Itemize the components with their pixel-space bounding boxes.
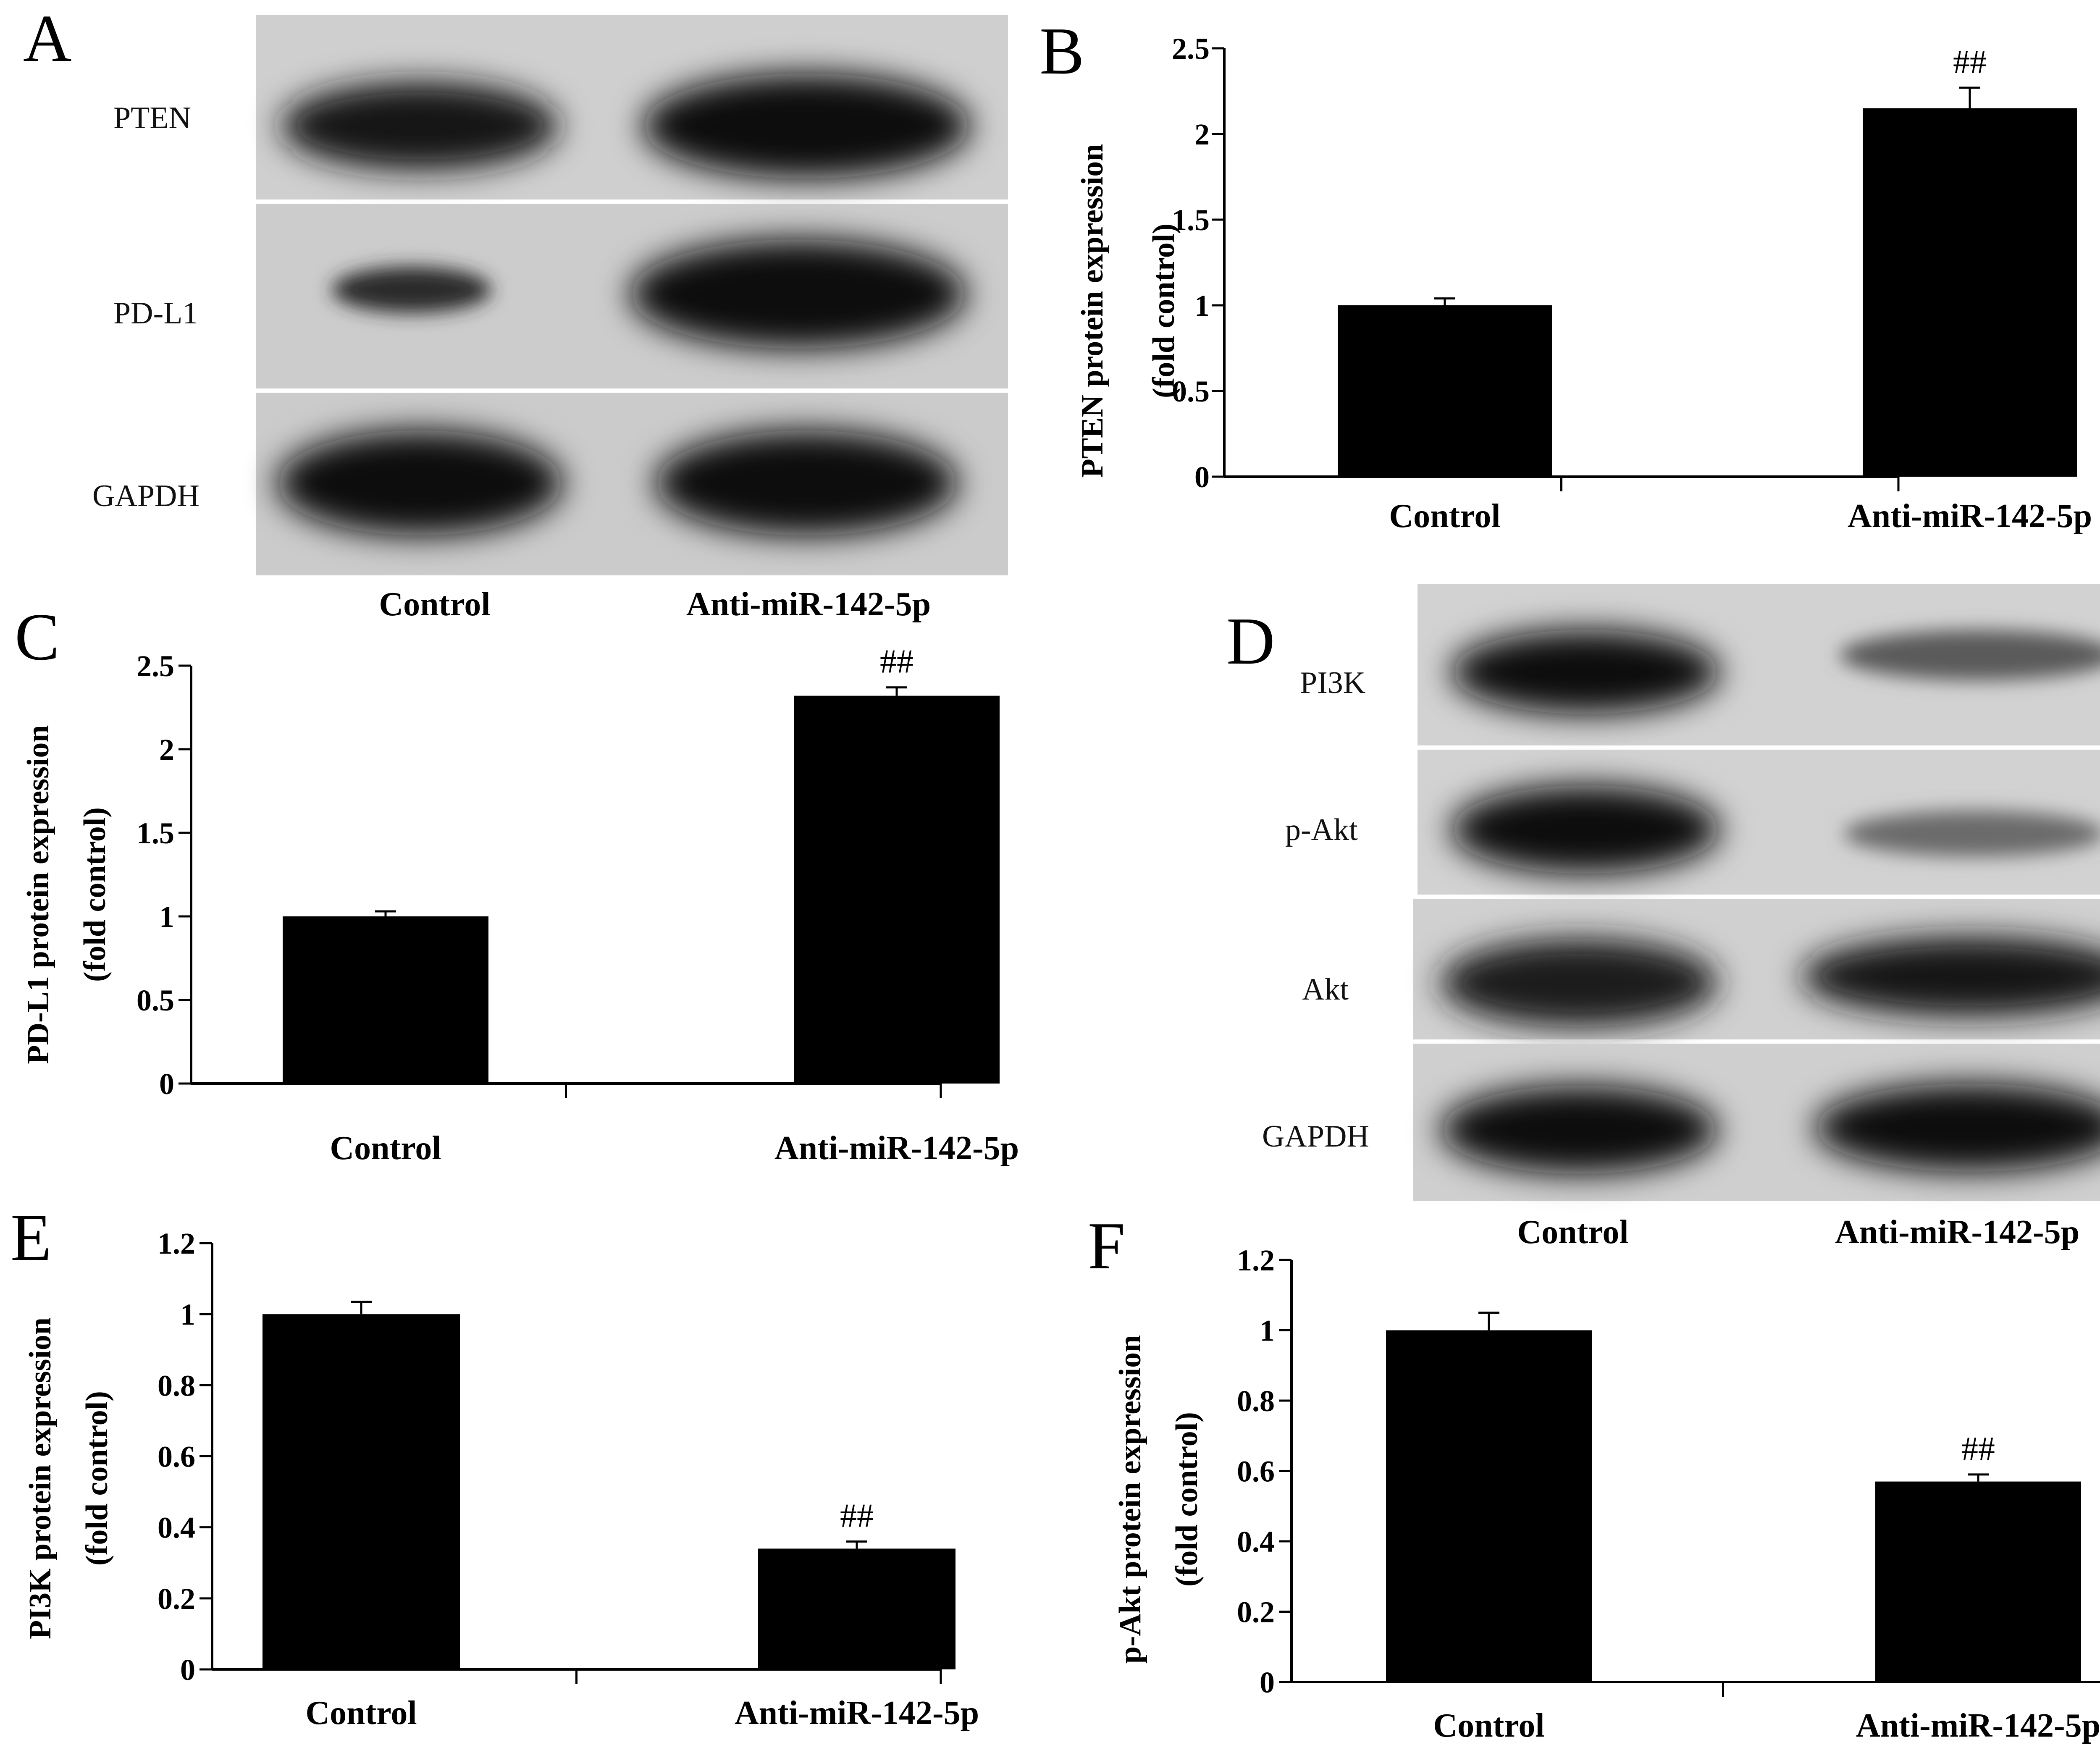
- significance-marker: ##: [1961, 1430, 1995, 1467]
- panel-letter-b: B: [1040, 13, 1084, 88]
- bar-e-2: [758, 1548, 956, 1669]
- y-tick-label: 0.8: [158, 1369, 195, 1402]
- y-tick-label: 1: [1194, 289, 1210, 323]
- y-tick-label: 1: [1260, 1314, 1275, 1348]
- significance-marker: ##: [840, 1498, 874, 1535]
- y-axis-label: PI3K protein expression: [23, 1317, 58, 1639]
- blot-protein-label: PI3K: [1300, 666, 1365, 700]
- blot-protein-label: Akt: [1302, 972, 1349, 1007]
- blot-strip: [256, 204, 1008, 388]
- y-tick-label: 0.6: [1237, 1455, 1275, 1488]
- y-axis-label: PTEN protein expression: [1075, 144, 1110, 478]
- y-axis-label: (fold control): [1170, 1412, 1204, 1587]
- y-tick-label: 2: [1194, 118, 1210, 151]
- blot-band: [1441, 939, 1718, 1027]
- bar-f-1: [1386, 1330, 1592, 1682]
- blot-strip: [1418, 584, 2100, 745]
- blot-lane-label: Control: [379, 586, 490, 623]
- blot-lane-label: Control: [1517, 1214, 1628, 1251]
- blot-strip: [256, 393, 1008, 575]
- significance-marker: ##: [880, 643, 914, 680]
- blot-band: [1441, 1086, 1718, 1174]
- blot-panel-a: A PTEN PD-L1 GAPDH Control Anti-miR-142-…: [23, 1, 1008, 623]
- blot-band: [1840, 630, 2100, 680]
- y-tick-label: 0: [159, 1067, 174, 1101]
- panel-letter-d: D: [1226, 604, 1275, 678]
- bar-chart-panel-f: F 0 0.2 0.4 0.6 0.8 1 1.2 Control ## Anti-miR-142-…: [1088, 1208, 2100, 1744]
- blot-band: [1844, 811, 2100, 857]
- y-axis-label: PD-L1 protein expression: [21, 725, 55, 1064]
- bar-c-1: [283, 916, 488, 1084]
- y-tick-label: 0: [1194, 460, 1210, 494]
- y-tick-label: 0.2: [1237, 1595, 1275, 1629]
- y-axis-label: p-Akt protein expression: [1113, 1335, 1147, 1664]
- panel-letter-f: F: [1088, 1208, 1125, 1283]
- blot-band: [630, 239, 966, 349]
- x-category-label: Anti-miR-142-5p: [1856, 1707, 2100, 1744]
- significance-marker: ##: [1953, 44, 1987, 81]
- y-tick-label: 1.2: [1237, 1244, 1275, 1277]
- panel-letter-e: E: [10, 1200, 52, 1275]
- y-tick-label: 1.2: [158, 1227, 195, 1260]
- y-axis-label: (fold control): [78, 807, 112, 982]
- bar-b-2: [1863, 108, 2077, 477]
- blot-band: [1451, 630, 1720, 714]
- x-category-label: Control: [330, 1130, 441, 1167]
- bar-chart-panel-e: E 0 0.2 0.4 0.6 0.8 1 1.2 Control ## Anti-miR-142-…: [10, 1200, 979, 1732]
- x-category-label: Control: [1389, 498, 1500, 535]
- blot-protein-label: GAPDH: [1262, 1119, 1369, 1154]
- x-category-label: Control: [1433, 1707, 1544, 1744]
- blot-protein-label: PD-L1: [113, 296, 198, 331]
- y-axis-label: (fold control): [1147, 223, 1181, 398]
- x-category-label: Anti-miR-142-5p: [774, 1130, 1019, 1167]
- y-tick-label: 0: [180, 1653, 195, 1687]
- blot-band: [277, 430, 563, 535]
- bar-c-2: [794, 695, 1000, 1084]
- blot-protein-label: PTEN: [113, 101, 191, 135]
- y-tick-label: 2: [159, 733, 174, 766]
- y-tick-label: 0.6: [158, 1440, 195, 1474]
- blot-band: [655, 430, 958, 535]
- y-tick-label: 0: [1260, 1666, 1275, 1699]
- y-axis-label: (fold control): [80, 1391, 114, 1566]
- y-tick-label: 0.8: [1237, 1384, 1275, 1418]
- blot-lane-label: Anti-miR-142-5p: [1835, 1214, 2079, 1251]
- blot-protein-label: GAPDH: [92, 479, 200, 513]
- blot-band: [643, 73, 970, 178]
- x-category-label: Control: [305, 1695, 417, 1732]
- blot-band: [1451, 785, 1720, 874]
- panel-letter-a: A: [23, 1, 72, 76]
- blot-strip: [1418, 750, 2100, 895]
- bar-chart-panel-b: B 0 0.5 1 1.5 2 2.5 Control ## Anti-miR-142-5p PTE…: [1040, 13, 2092, 535]
- blot-strip: [256, 15, 1008, 199]
- y-tick-label: 2.5: [1172, 32, 1210, 66]
- blot-panel-d: D PI3K p-Akt Akt GAPDH Control Anti-miR-…: [1226, 584, 2100, 1251]
- panel-letter-c: C: [15, 599, 60, 674]
- bar-chart-panel-c: C 0 0.5 1 1.5 2 2.5 Control ## Anti-miR-142-5p PD-…: [15, 599, 1019, 1167]
- blot-band: [281, 82, 559, 170]
- y-tick-label: 0.2: [158, 1582, 195, 1616]
- y-tick-label: 1.5: [136, 816, 174, 850]
- bar-e-1: [262, 1314, 460, 1669]
- y-tick-label: 0.5: [136, 984, 174, 1017]
- blot-band: [332, 267, 491, 313]
- y-tick-label: 2.5: [136, 649, 174, 683]
- blot-protein-label: p-Akt: [1285, 813, 1358, 847]
- blot-strip: [1413, 899, 2100, 1039]
- blot-band: [1814, 1084, 2100, 1172]
- y-tick-label: 1.5: [1172, 203, 1210, 237]
- x-category-label: Anti-miR-142-5p: [1848, 498, 2092, 535]
- bar-f-2: [1875, 1481, 2081, 1682]
- y-tick-label: 1: [180, 1298, 195, 1331]
- y-tick-label: 0.4: [1237, 1525, 1275, 1559]
- blot-lane-label: Anti-miR-142-5p: [686, 586, 931, 623]
- y-tick-label: 0.5: [1172, 375, 1210, 408]
- y-tick-label: 0.4: [158, 1511, 195, 1545]
- bar-b-1: [1338, 305, 1552, 477]
- blot-strip: [1413, 1044, 2100, 1201]
- y-tick-label: 1: [159, 900, 174, 934]
- blot-band: [1802, 937, 2100, 1016]
- x-category-label: Anti-miR-142-5p: [735, 1695, 979, 1732]
